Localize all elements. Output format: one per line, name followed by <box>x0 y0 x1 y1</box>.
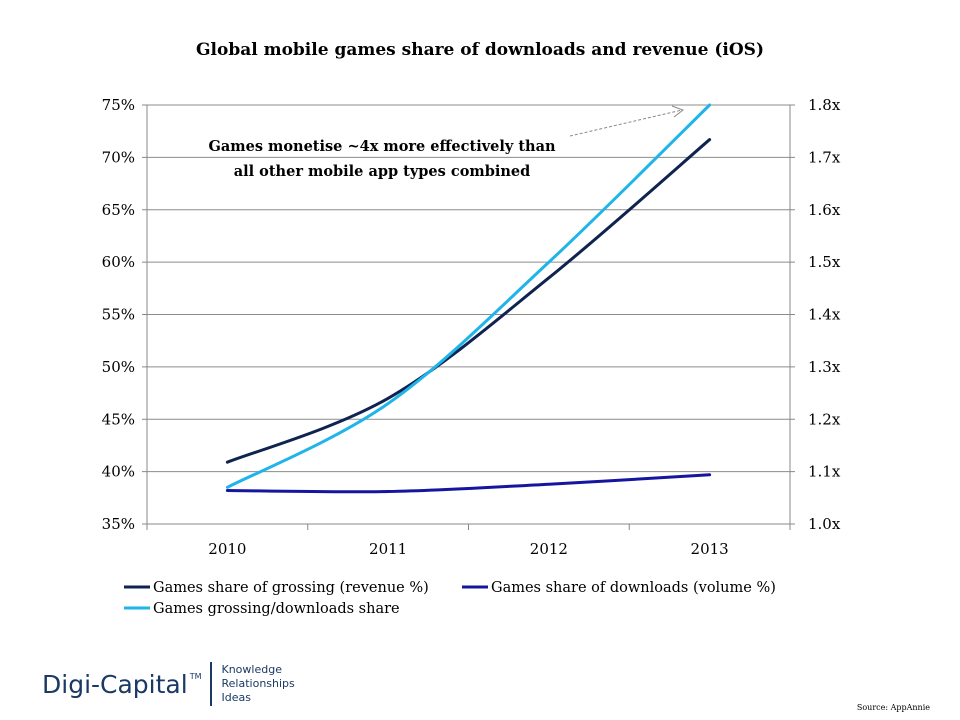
annotation-arrowhead <box>671 105 685 118</box>
logo-tagline-1: Knowledge <box>221 663 282 676</box>
series-line-1 <box>225 473 712 494</box>
right-axis-ticks: 1.0x 1.1x 1.2x 1.3x 1.4x 1.5x 1.6x 1.7x 1.8x <box>808 96 841 533</box>
right-tick-label: 1.8x <box>808 96 841 114</box>
left-tick-label: 45% <box>102 410 135 428</box>
x-tick-label: 2012 <box>530 540 568 558</box>
logo-tagline: Knowledge Relationships Ideas <box>222 663 295 705</box>
left-tick-label: 40% <box>102 463 135 481</box>
left-tick-label: 60% <box>102 253 135 271</box>
logo-divider <box>209 662 212 706</box>
right-tick-label: 1.7x <box>808 148 841 166</box>
series-lines <box>225 103 712 494</box>
right-tick-label: 1.4x <box>808 306 841 324</box>
source-note: Source: AppAnnie <box>856 703 930 712</box>
gridlines <box>147 104 790 473</box>
right-tick-label: 1.2x <box>808 410 841 428</box>
right-tick-label: 1.0x <box>808 515 841 533</box>
series-line-0 <box>225 138 712 464</box>
chart-title: Global mobile games share of downloads a… <box>196 40 764 60</box>
digi-capital-logo: Digi-Capital TM Knowledge Relationships … <box>42 662 295 706</box>
x-axis-ticks: 2010 2011 2012 2013 <box>208 540 728 558</box>
left-tick-label: 55% <box>102 306 135 324</box>
left-axis-ticks: 35% 40% 45% 50% 55% 60% 65% 70% 75% <box>102 96 135 533</box>
annotation-line-2: all other mobile app types combined <box>234 163 531 180</box>
logo-trademark: TM <box>189 671 202 681</box>
left-tick-label: 75% <box>102 96 135 114</box>
logo-wordmark: Digi-Capital <box>42 669 188 699</box>
right-tick-label: 1.6x <box>808 201 841 219</box>
annotation: Games monetise ~4x more effectively than… <box>208 105 685 180</box>
left-tick-label: 65% <box>102 201 135 219</box>
legend-label-0: Games share of grossing (revenue %) <box>153 580 429 596</box>
right-tick-label: 1.1x <box>808 463 841 481</box>
annotation-arrow <box>569 109 683 137</box>
left-tick-label: 50% <box>102 358 135 376</box>
axes <box>142 104 795 530</box>
x-tick-label: 2011 <box>369 540 407 558</box>
right-tick-label: 1.3x <box>808 358 841 376</box>
logo-tagline-3: Ideas <box>221 691 251 704</box>
series-line-2 <box>225 103 712 489</box>
x-tick-label: 2013 <box>691 540 729 558</box>
left-tick-label: 35% <box>102 515 135 533</box>
annotation-line-1: Games monetise ~4x more effectively than <box>208 138 555 155</box>
right-tick-label: 1.5x <box>808 253 841 271</box>
legend: Games share of grossing (revenue %) Games… <box>124 580 776 617</box>
logo-tagline-2: Relationships <box>221 677 295 690</box>
legend-label-1: Games share of downloads (volume %) <box>491 580 776 596</box>
left-tick-label: 70% <box>102 148 135 166</box>
x-tick-label: 2010 <box>208 540 246 558</box>
legend-label-2: Games grossing/downloads share <box>153 601 400 617</box>
